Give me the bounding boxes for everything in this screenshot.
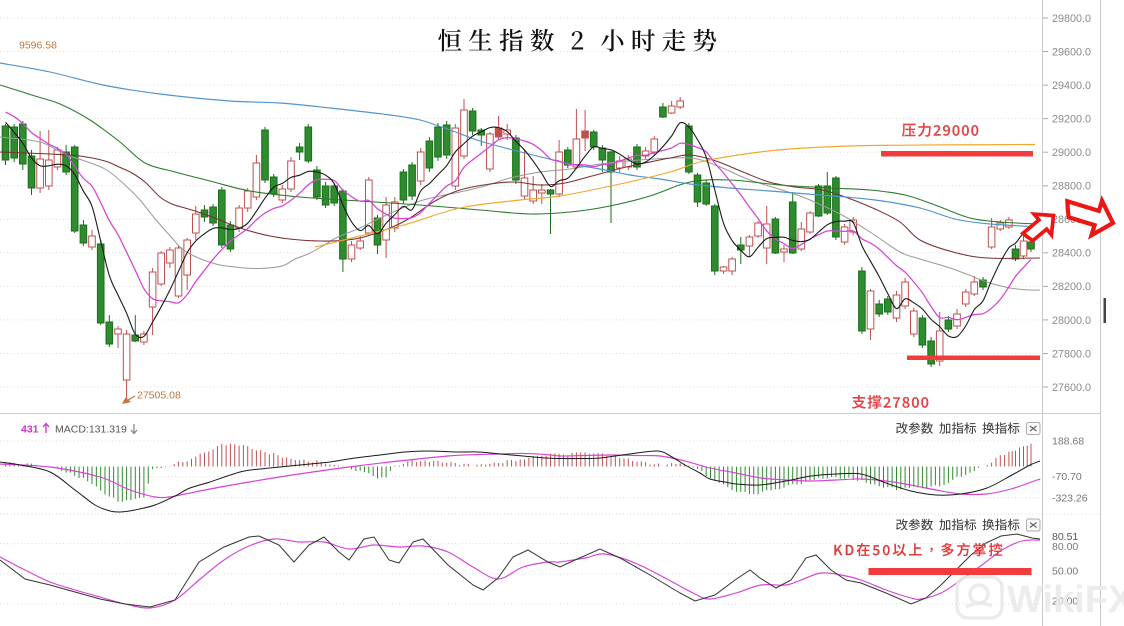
svg-text:29000.0: 29000.0 [1052, 147, 1091, 159]
svg-text:29800.0: 29800.0 [1052, 13, 1091, 25]
svg-text:50.00: 50.00 [1052, 566, 1078, 578]
svg-text:9596.58: 9596.58 [19, 40, 57, 52]
svg-text:80.51: 80.51 [1052, 531, 1078, 543]
svg-text:WikiFX: WikiFX [1007, 579, 1124, 621]
svg-text:431: 431 [21, 424, 39, 436]
svg-text:188.68: 188.68 [1052, 436, 1084, 448]
svg-text:MACD:131.319: MACD:131.319 [55, 424, 127, 436]
svg-text:27600.0: 27600.0 [1052, 382, 1091, 394]
svg-text:-323.26: -323.26 [1052, 492, 1088, 504]
svg-text:28200.0: 28200.0 [1052, 281, 1091, 293]
svg-text:27800.0: 27800.0 [1052, 348, 1091, 360]
svg-text:28000.0: 28000.0 [1052, 315, 1091, 327]
svg-text:20.00: 20.00 [1052, 596, 1078, 608]
svg-text:-70.70: -70.70 [1052, 471, 1082, 483]
svg-text:29200.0: 29200.0 [1052, 113, 1091, 125]
svg-text:28800.0: 28800.0 [1052, 181, 1091, 193]
svg-text:29600.0: 29600.0 [1052, 46, 1091, 58]
svg-text:29400.0: 29400.0 [1052, 80, 1091, 92]
svg-text:28400.0: 28400.0 [1052, 248, 1091, 260]
svg-text:80.00: 80.00 [1052, 541, 1078, 553]
svg-text:27505.08: 27505.08 [137, 390, 181, 402]
